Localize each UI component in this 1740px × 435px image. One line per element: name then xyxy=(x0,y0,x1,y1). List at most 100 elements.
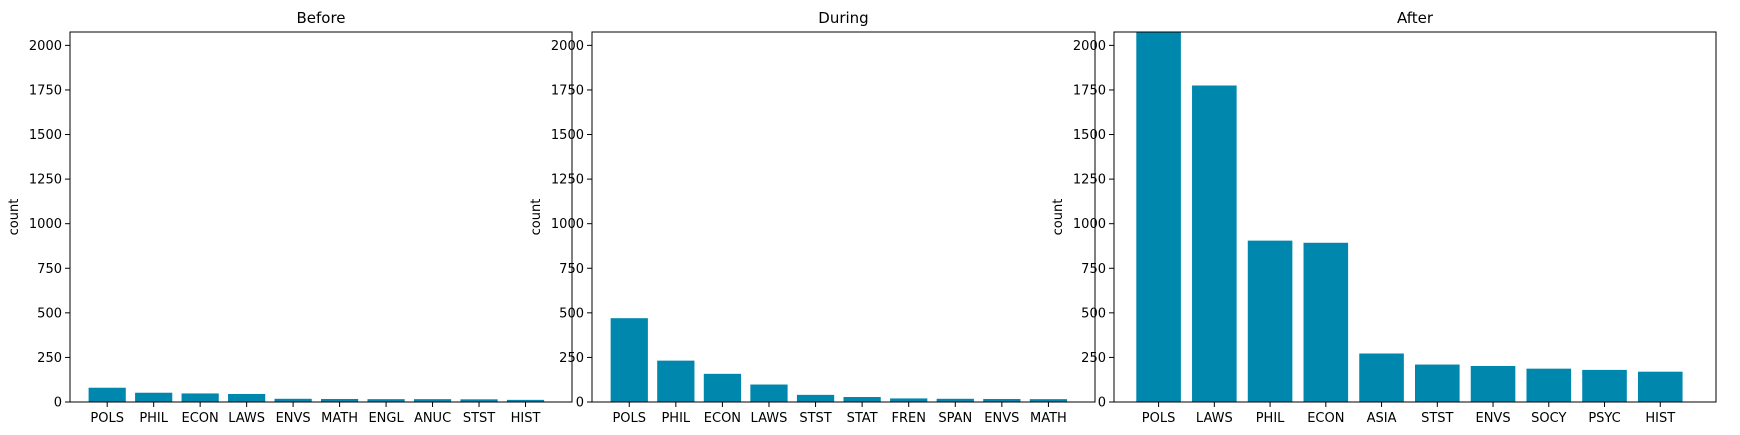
chart-panel-1: POLS PHIL ECON LAWS ENVS MATH ENGL ANUC STST HIST… xyxy=(7,9,573,426)
y-tick-label: 0 xyxy=(54,396,62,411)
x-tick-label: ASIA xyxy=(1367,411,1397,426)
x-tick-label: ECON xyxy=(182,411,219,426)
y-tick-label: 1250 xyxy=(551,173,584,188)
y-tick-label: 250 xyxy=(37,351,62,366)
y-tick-label: 500 xyxy=(1081,306,1106,321)
x-tick-label: PSYC xyxy=(1588,411,1620,426)
bar-envs xyxy=(983,398,1021,402)
bar-anuc xyxy=(413,399,452,402)
y-tick-label: 250 xyxy=(1081,351,1106,366)
axes-frame xyxy=(69,31,573,403)
x-tick-label: STST xyxy=(799,411,831,426)
y-tick-label: 0 xyxy=(1098,396,1106,411)
x-tick-label: ECON xyxy=(704,411,741,426)
x-tick-label: PHIL xyxy=(661,411,690,426)
y-axis-label: count xyxy=(529,199,544,236)
bar-envs xyxy=(274,398,312,402)
axes-frame xyxy=(1113,31,1717,403)
bar-math xyxy=(321,398,359,402)
bar-econ xyxy=(703,373,742,402)
x-tick-label: LAWS xyxy=(1196,411,1233,426)
bar-asia xyxy=(1359,353,1404,402)
bar-psyc xyxy=(1582,369,1627,402)
y-tick-label: 1500 xyxy=(551,128,584,143)
bar-phil xyxy=(1247,240,1293,402)
x-tick-label: ENGL xyxy=(368,411,404,426)
y-tick-label: 2000 xyxy=(1073,39,1106,54)
bar-engl xyxy=(367,399,405,402)
y-tick-label: 1250 xyxy=(1073,173,1106,188)
y-tick-label: 250 xyxy=(559,351,584,366)
y-tick-label: 1750 xyxy=(29,83,62,98)
bar-hist xyxy=(1637,371,1683,402)
y-axis-label: count xyxy=(7,199,22,236)
x-tick-label: ENVS xyxy=(276,411,311,426)
x-tick-label: STST xyxy=(1421,411,1453,426)
bar-hist xyxy=(506,399,545,402)
x-tick-label: HIST xyxy=(511,411,541,426)
y-tick-label: 750 xyxy=(1081,262,1106,277)
bar-pols xyxy=(88,387,126,402)
bar-socy xyxy=(1526,368,1572,402)
y-tick-label: 500 xyxy=(37,306,62,321)
x-tick-label: POLS xyxy=(90,411,124,426)
bar-phil xyxy=(135,392,173,402)
x-tick-label: LAWS xyxy=(228,411,265,426)
x-tick-label: PHIL xyxy=(139,411,168,426)
x-tick-label: FREN xyxy=(891,411,925,426)
y-tick-label: 1000 xyxy=(551,217,584,232)
bar-stst xyxy=(796,394,835,402)
x-tick-label: ANUC xyxy=(414,411,451,426)
bar-pols xyxy=(1136,32,1181,402)
y-tick-label: 1750 xyxy=(1073,83,1106,98)
bar-math xyxy=(1029,399,1068,402)
y-tick-label: 1500 xyxy=(1073,128,1106,143)
y-tick-label: 1500 xyxy=(29,128,62,143)
x-tick-label: SPAN xyxy=(938,411,972,426)
bar-econ xyxy=(1303,242,1349,402)
y-tick-label: 1000 xyxy=(29,217,62,232)
x-tick-label: STAT xyxy=(847,411,878,426)
x-tick-label: MATH xyxy=(321,411,358,426)
y-axis-label: count xyxy=(1051,199,1066,236)
chart-title: Before xyxy=(296,9,345,27)
x-tick-label: POLS xyxy=(1142,411,1176,426)
bar-econ xyxy=(181,393,219,402)
y-tick-label: 750 xyxy=(559,262,584,277)
x-tick-label: ENVS xyxy=(984,411,1019,426)
y-tick-label: 2000 xyxy=(29,39,62,54)
bar-stat xyxy=(843,397,881,402)
x-tick-label: SOCY xyxy=(1531,411,1566,426)
bar-fren xyxy=(890,398,928,402)
x-tick-label: STST xyxy=(463,411,495,426)
y-tick-label: 1750 xyxy=(551,83,584,98)
chart-title: During xyxy=(818,9,868,27)
chart-title: After xyxy=(1397,9,1434,27)
bar-laws xyxy=(750,384,788,402)
x-tick-label: ENVS xyxy=(1475,411,1510,426)
bar-stst xyxy=(1415,364,1460,402)
chart-panel-2: POLS PHIL ECON LAWS STST STAT FREN SPAN ENVS MATH… xyxy=(529,9,1096,426)
y-tick-label: 1000 xyxy=(1073,217,1106,232)
y-tick-label: 2000 xyxy=(551,39,584,54)
x-tick-label: ECON xyxy=(1307,411,1344,426)
bar-span xyxy=(936,398,974,402)
x-tick-label: LAWS xyxy=(751,411,788,426)
chart-panel-3: POLS LAWS PHIL ECON ASIA STST ENVS SOCY PSYC HIST… xyxy=(1051,9,1717,426)
y-tick-label: 1250 xyxy=(29,173,62,188)
bar-stst xyxy=(460,399,498,402)
x-tick-label: PHIL xyxy=(1256,411,1285,426)
y-tick-label: 750 xyxy=(37,262,62,277)
x-tick-label: HIST xyxy=(1645,411,1675,426)
bar-laws xyxy=(1192,85,1237,403)
x-tick-label: MATH xyxy=(1030,411,1067,426)
bar-laws xyxy=(228,393,266,402)
x-tick-label: POLS xyxy=(612,411,646,426)
axes-frame xyxy=(591,31,1096,403)
bar-pols xyxy=(610,318,648,402)
bar-phil xyxy=(657,360,695,402)
y-tick-label: 500 xyxy=(559,306,584,321)
y-tick-label: 0 xyxy=(576,396,584,411)
bar-envs xyxy=(1470,365,1516,402)
